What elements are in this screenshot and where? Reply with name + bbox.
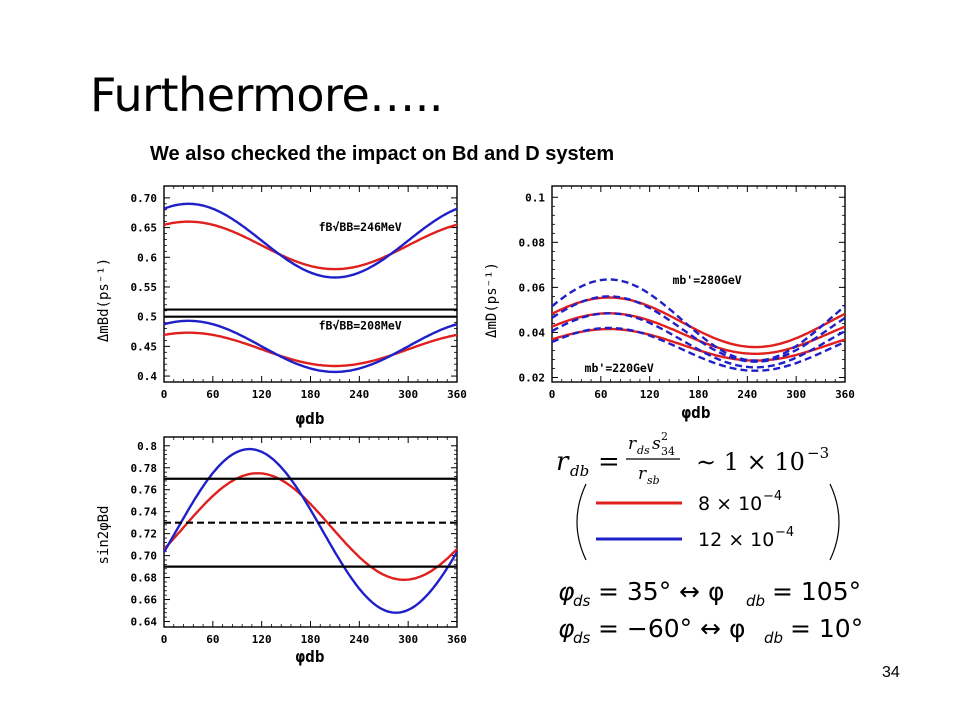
y-tick-label: 0.45 [131, 340, 158, 353]
x-tick-label: 360 [447, 633, 467, 646]
y-tick-label: 0.02 [519, 371, 546, 384]
x-tick-label: 180 [689, 388, 709, 401]
y-tick-label: 0.06 [519, 281, 546, 294]
y-tick-label: 0.5 [137, 311, 157, 324]
x-axis-label: φdb [682, 403, 711, 422]
y-tick-label: 0.4 [137, 370, 157, 383]
chart-sin2phi: 0 60 120 180 240 300 360 0.64 0.66 0.68 0.70 0.72 0.… [96, 436, 467, 666]
x-tick-label: 60 [206, 388, 219, 401]
x-tick-label: 360 [835, 388, 855, 401]
y-axis-label: ΔmD(ps⁻¹) [484, 262, 500, 338]
y-tick-label: 0.74 [131, 506, 158, 519]
y-tick-label: 0.72 [131, 528, 158, 541]
x-tick-label: 60 [594, 388, 607, 401]
y-tick-label: 0.68 [131, 572, 158, 585]
plot-frame [163, 185, 458, 383]
chart-bd-mass: 0 60 120 180 240 300 360 0.4 0.45 0.5 0.55 0.6 0.65 0… [96, 185, 467, 428]
x-tick-label: 0 [161, 388, 168, 401]
y-tick-label: 0.78 [131, 462, 158, 475]
x-tick-label: 240 [737, 388, 757, 401]
y-axis-label: ΔmBd(ps⁻¹) [96, 258, 112, 342]
series-line-blue [164, 447, 457, 614]
series-line-blue [552, 312, 845, 369]
x-tick-label: 60 [206, 633, 219, 646]
series-line-red [164, 472, 457, 581]
x-tick-label: 180 [301, 388, 321, 401]
y-tick-label: 0.66 [131, 594, 158, 607]
x-tick-label: 300 [786, 388, 806, 401]
x-tick-label: 0 [549, 388, 556, 401]
x-axis-label: φdb [296, 409, 325, 428]
x-tick-label: 120 [252, 388, 272, 401]
chart-annotation: mb'=220GeV [585, 361, 654, 375]
y-tick-label: 0.1 [525, 191, 545, 204]
y-tick-label: 0.64 [131, 616, 158, 629]
page-number: 34 [882, 664, 900, 681]
x-tick-label: 240 [349, 388, 369, 401]
chart-annotation: mb'=280GeV [672, 273, 741, 287]
slide-title: Furthermore….. [90, 68, 444, 122]
plot-frame [163, 436, 458, 628]
chart-annotation: fB√BB=246MeV [319, 220, 402, 234]
y-tick-label: 0.04 [519, 326, 546, 339]
y-tick-label: 0.65 [131, 222, 158, 235]
x-tick-label: 240 [349, 633, 369, 646]
x-tick-label: 180 [301, 633, 321, 646]
y-tick-label: 0.6 [137, 251, 157, 264]
series-line-blue [164, 319, 457, 374]
series-line-blue [552, 278, 845, 362]
y-tick-label: 0.08 [519, 236, 546, 249]
x-tick-label: 0 [161, 633, 168, 646]
series-line-red [164, 331, 457, 368]
x-tick-label: 120 [252, 633, 272, 646]
x-tick-label: 360 [447, 388, 467, 401]
y-tick-label: 0.70 [131, 550, 158, 563]
series-line-blue [552, 295, 845, 363]
y-tick-label: 0.70 [131, 192, 158, 205]
y-tick-label: 0.76 [131, 484, 158, 497]
x-axis-label: φdb [296, 647, 325, 666]
chart-d-mass: 0 60 120 180 240 300 360 0.02 0.04 0.06 0.08 0.1 mb'… [484, 185, 855, 422]
series-line-red [552, 296, 845, 349]
x-tick-label: 120 [640, 388, 660, 401]
series-line-blue [164, 202, 457, 279]
series-line-red [164, 220, 457, 271]
y-tick-label: 0.55 [131, 281, 158, 294]
x-tick-label: 300 [398, 388, 418, 401]
chart-annotation: fB√BB=208MeV [319, 319, 402, 333]
x-tick-label: 300 [398, 633, 418, 646]
slide-subtitle: We also checked the impact on Bd and D s… [150, 143, 615, 165]
series-line-blue [552, 326, 845, 372]
y-tick-label: 0.8 [137, 440, 157, 453]
y-axis-label: sin2φBd [96, 505, 112, 564]
